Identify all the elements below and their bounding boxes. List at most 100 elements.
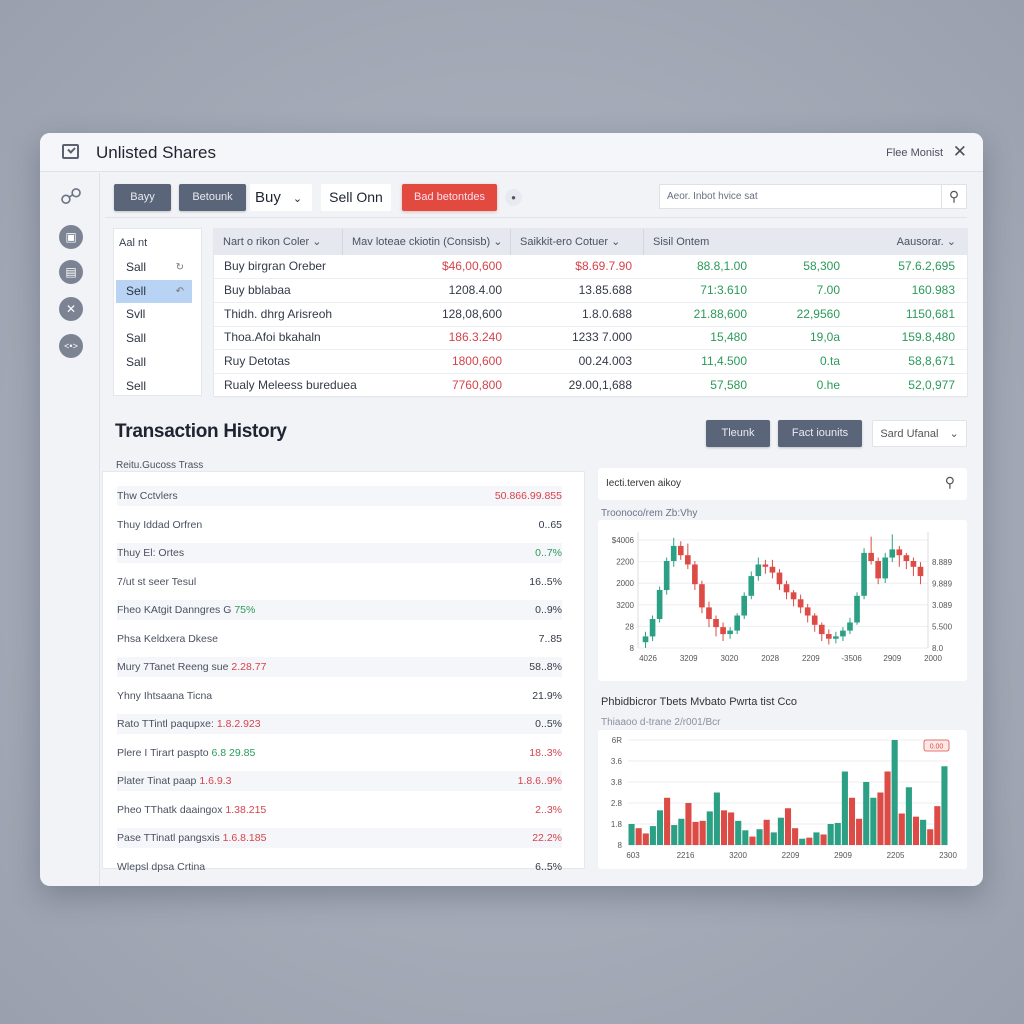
table-row[interactable]: Thidh. dhrg Arisreoh 128,08,600 1.8.0.688 2… xyxy=(214,303,967,327)
volume-bar xyxy=(834,822,841,845)
close-icon[interactable]: ✕ xyxy=(952,142,967,161)
x-tick-label: 2300 xyxy=(939,851,957,860)
monitor-icon[interactable]: ▣ xyxy=(59,225,83,249)
search-icon[interactable]: ⚲ xyxy=(944,474,955,490)
cell-value: 19,0a xyxy=(809,330,840,345)
candle-body xyxy=(917,566,924,577)
chart-search-bar[interactable]: Iecti.terven aikoy ⚲ xyxy=(598,468,967,500)
bad-orders-button[interactable]: Bad betontdes xyxy=(402,184,497,211)
sort-select-value: Sard Ufanal xyxy=(880,428,939,440)
transaction-value: 22.2% xyxy=(532,832,562,844)
candle xyxy=(875,557,881,585)
volume-bar xyxy=(664,797,671,845)
sidebar: ☍ ▣ ▤ ✕ <•> xyxy=(40,173,100,886)
transaction-row[interactable]: Thw Cctvlers 50.866.99.855 xyxy=(117,486,562,506)
list-item[interactable]: Svll xyxy=(116,303,192,326)
candle-body xyxy=(903,555,910,561)
transaction-row[interactable]: 7/ut st seer Tesul 16..5% xyxy=(117,572,562,592)
user-ribbon-icon[interactable]: ☍ xyxy=(59,184,83,209)
orders-table: Nart o rikon Coler ⌄ Mav loteae ckiotin … xyxy=(213,228,968,398)
transaction-row[interactable]: Pheo TThatk daaingox 1.38.215 2..3% xyxy=(117,800,562,820)
candle xyxy=(670,537,677,567)
sell-on-button[interactable]: Sell Onn xyxy=(321,184,391,211)
cell-value: 1208.4.00 xyxy=(448,282,502,297)
table-row[interactable]: Ruy Detotas 1800,600 00.24.003 11,4.500 0.ta… xyxy=(214,350,967,375)
buy-select[interactable]: Buy ⌄ xyxy=(250,184,312,211)
column-header[interactable]: Mav loteae ckiotin (Consisb) ⌄ xyxy=(343,229,511,255)
transaction-value: 58..8% xyxy=(529,661,562,673)
cell-value: 1233 7.000 xyxy=(571,330,632,345)
column-header[interactable]: Saikkit-ero Cotuer ⌄ xyxy=(511,229,644,255)
volume-bar xyxy=(713,792,720,845)
transaction-row[interactable]: Thuy Iddad Orfren 0..65 xyxy=(117,515,562,535)
candle xyxy=(748,571,755,600)
cell-value: 22,9560 xyxy=(796,306,840,321)
close-icon[interactable]: ✕ xyxy=(59,297,83,321)
volume-bar xyxy=(720,810,728,845)
title-bar: Unlisted Shares Flee Monist ✕ xyxy=(40,133,983,172)
search-icon[interactable]: ⚲ xyxy=(941,185,966,208)
cell-value: 57,580 xyxy=(710,378,747,392)
list-item[interactable]: Sall ↻ xyxy=(116,256,192,279)
chat-icon[interactable]: ● xyxy=(505,189,522,206)
table-row[interactable]: Rualy Meleess bureduea 7760,800 29.00,1,68… xyxy=(214,374,967,398)
transaction-row[interactable]: Rato TTintl paqupxe: 1.8.2.923 0..5% xyxy=(117,714,562,734)
y-tick-label: 2.8 xyxy=(611,799,623,808)
volume-bar xyxy=(784,808,792,845)
table-row[interactable]: Buy birgran Oreber $46,00,600 $8.69.7.90 88… xyxy=(214,255,967,279)
cell-value: 57.6.2,695 xyxy=(898,259,955,273)
transaction-row[interactable]: Phsa Keldxera Dkese 7..85 xyxy=(117,629,562,649)
column-header[interactable]: Aausorar. ⌄ xyxy=(896,236,956,248)
order-name: Buy birgran Oreber xyxy=(224,259,327,273)
candle xyxy=(896,545,903,567)
candle-body xyxy=(663,561,670,590)
bar-chart-card: 6R 3.6 3.8 2.8 1.8 8 603 2216 3200 2209 2909 2205 23… xyxy=(598,730,967,869)
cell-value: 71:3.610 xyxy=(700,282,747,297)
market-link[interactable]: Flee Monist xyxy=(886,147,943,159)
filter-button[interactable]: Tleunk xyxy=(706,420,770,447)
list-item[interactable]: Sell ↶ xyxy=(116,279,192,303)
candle-body xyxy=(889,549,896,558)
transaction-row[interactable]: Mury 7Tanet Reeng sue 2.28.77 58..8% xyxy=(117,657,562,677)
column-header[interactable]: Sisil Ontem xyxy=(653,236,710,248)
table-row[interactable]: Thoa.Afoi bkahaln 186.3.240 1233 7.000 15,4… xyxy=(214,326,967,351)
list-item[interactable]: Sall xyxy=(116,351,192,374)
transaction-row[interactable]: Thuy El: Ortes 0..7% xyxy=(117,543,562,563)
transaction-row[interactable]: Pase TTinatl pangsxis 1.6.8.185 22.2% xyxy=(117,828,562,848)
transaction-row[interactable]: Fheo KAtgit Danngres G 75% 0..9% xyxy=(117,600,562,620)
volume-bar xyxy=(884,771,891,845)
chart-badge-text: 0.00 xyxy=(930,744,944,751)
list-item[interactable]: Sell xyxy=(116,375,192,398)
candle xyxy=(649,615,656,642)
volume-bar xyxy=(927,829,934,845)
list-item[interactable]: Sall xyxy=(116,327,192,350)
lock-icon[interactable]: ▤ xyxy=(59,260,83,284)
transaction-row[interactable]: Plater Tinat paap 1.6.9.3 1.8.6..9% xyxy=(117,771,562,791)
search-input[interactable]: Aeor. Inbot hvice sat ⚲ xyxy=(659,184,967,209)
table-row[interactable]: Buy bblabaa 1208.4.00 13.85.688 71:3.610 7.0… xyxy=(214,279,967,303)
buy-button[interactable]: Bayy xyxy=(114,184,171,211)
sort-select[interactable]: Sard Ufanal ⌄ xyxy=(872,420,967,447)
column-header[interactable]: Nart o rikon Coler ⌄ xyxy=(214,229,343,255)
transaction-value: 16..5% xyxy=(529,575,562,588)
transaction-list: Thw Cctvlers 50.866.99.855 Thuy Iddad Orf… xyxy=(102,471,585,873)
chevron-down-icon: ⌄ xyxy=(292,193,303,205)
transaction-row[interactable]: Yhny Ihtsaana Ticna 21.9% xyxy=(117,686,562,706)
candle xyxy=(699,580,705,614)
candle-body xyxy=(776,572,783,585)
x-tick-label: 603 xyxy=(626,851,640,860)
candle-body xyxy=(854,595,860,623)
bottom-button[interactable]: Betounk xyxy=(179,184,246,211)
code-icon[interactable]: <•> xyxy=(59,334,83,358)
candle xyxy=(727,627,733,639)
transaction-row[interactable]: Plere I Tirart paspto 6.8 29.85 18..3% xyxy=(117,743,562,763)
candle-body xyxy=(804,607,811,616)
transaction-label: Plere I Tirart paspto xyxy=(117,746,209,759)
transaction-value: 0..9% xyxy=(535,604,562,616)
candle xyxy=(769,559,776,579)
volume-bar xyxy=(848,797,856,845)
y-tick-label: 2000 xyxy=(616,579,634,588)
fact-button[interactable]: Fact iounits xyxy=(778,420,862,447)
volume-bar xyxy=(841,771,848,845)
transaction-row[interactable]: Wlepsl dpsa Crtina 6..5% xyxy=(117,857,562,877)
